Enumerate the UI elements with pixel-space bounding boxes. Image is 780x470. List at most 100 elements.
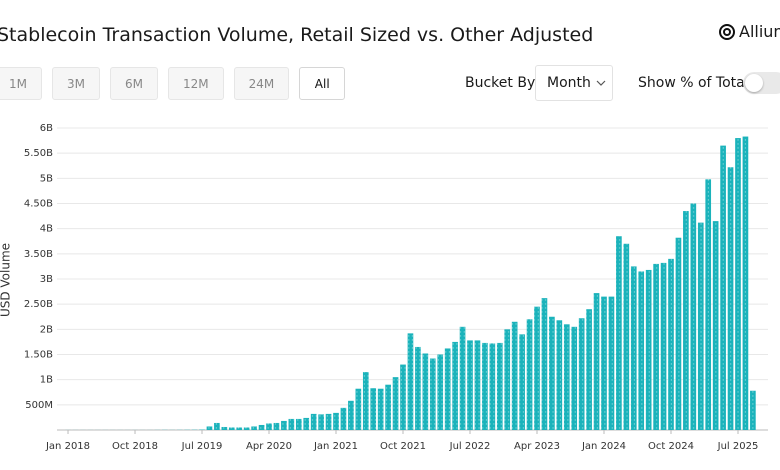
y-tick-label: 500M bbox=[25, 400, 53, 411]
bar bbox=[258, 424, 265, 430]
bar bbox=[288, 418, 295, 430]
toggle[interactable] bbox=[743, 72, 780, 94]
bar bbox=[377, 388, 384, 430]
x-tick-label: Jul 2025 bbox=[717, 441, 759, 452]
y-axis-label: USD Volume bbox=[0, 243, 13, 317]
bar bbox=[281, 420, 287, 430]
bar bbox=[601, 296, 607, 430]
bar bbox=[407, 333, 414, 430]
bar bbox=[742, 136, 749, 430]
bar bbox=[571, 326, 578, 430]
bar bbox=[333, 412, 339, 430]
bar bbox=[392, 377, 399, 430]
y-tick-label: 5.50B bbox=[24, 148, 53, 159]
bucket-label: Bucket By bbox=[465, 75, 536, 91]
bar bbox=[705, 179, 712, 430]
bar bbox=[444, 348, 451, 430]
chart-title: Stablecoin Transaction Volume, Retail Si… bbox=[0, 24, 594, 46]
bar bbox=[348, 400, 354, 430]
bar bbox=[735, 138, 741, 431]
bar bbox=[310, 413, 317, 430]
range-button[interactable]: All bbox=[299, 67, 346, 100]
bar bbox=[608, 296, 615, 430]
x-tick-label: Jan 2021 bbox=[313, 441, 358, 452]
bar bbox=[697, 222, 704, 430]
y-tick-label: 3.50B bbox=[24, 249, 53, 260]
bar bbox=[720, 145, 726, 430]
brand-name: Allium bbox=[739, 22, 780, 41]
x-tick-label: Oct 2018 bbox=[112, 441, 158, 452]
bar bbox=[221, 426, 228, 430]
bar bbox=[474, 340, 481, 430]
bar bbox=[645, 269, 652, 430]
bar bbox=[340, 407, 347, 430]
range-button[interactable]: 1M bbox=[0, 67, 42, 100]
bar bbox=[400, 364, 406, 430]
y-tick-label: 4B bbox=[40, 224, 53, 235]
bar bbox=[727, 167, 734, 430]
bar bbox=[206, 426, 213, 430]
bar bbox=[593, 293, 600, 430]
bar bbox=[526, 319, 533, 430]
y-tick-label: 2.50B bbox=[24, 299, 53, 310]
x-tick-label: Apr 2020 bbox=[246, 441, 292, 452]
range-button[interactable]: 24M bbox=[233, 67, 290, 100]
bar bbox=[303, 417, 310, 430]
bar bbox=[668, 258, 674, 430]
dropdown-caret bbox=[596, 80, 606, 86]
bar bbox=[504, 329, 511, 430]
bar bbox=[370, 388, 377, 430]
bar bbox=[437, 354, 444, 430]
bar bbox=[362, 372, 369, 430]
y-tick-label: 1.50B bbox=[24, 350, 53, 361]
bar bbox=[541, 298, 548, 430]
x-tick-label: Jan 2018 bbox=[45, 441, 90, 452]
bar bbox=[236, 427, 243, 430]
bar bbox=[266, 423, 272, 430]
brand: Allium bbox=[718, 22, 780, 41]
bucket-dropdown[interactable]: Month bbox=[535, 65, 613, 101]
bar bbox=[496, 342, 503, 430]
bucket-value: Month bbox=[547, 75, 591, 91]
bar bbox=[712, 221, 719, 430]
bar bbox=[660, 262, 667, 430]
bar bbox=[630, 266, 637, 430]
toggle-label: Show % of Total bbox=[638, 75, 749, 91]
bar bbox=[214, 422, 220, 430]
bar bbox=[556, 320, 563, 430]
range-button[interactable]: 12M bbox=[168, 67, 224, 100]
x-tick-label: Jul 2022 bbox=[449, 441, 491, 452]
y-tick-label: 1B bbox=[40, 375, 53, 386]
bar bbox=[623, 243, 630, 430]
bar bbox=[228, 427, 235, 430]
bar bbox=[586, 309, 592, 430]
y-tick-label: 5B bbox=[40, 173, 53, 184]
bar bbox=[690, 203, 697, 430]
bar bbox=[616, 236, 622, 430]
bar bbox=[243, 427, 250, 430]
x-tick-label: Oct 2024 bbox=[648, 441, 694, 452]
bar bbox=[511, 321, 518, 430]
bar bbox=[429, 358, 436, 430]
bar bbox=[534, 306, 540, 430]
y-tick-label: 2B bbox=[40, 324, 53, 335]
bar bbox=[563, 324, 570, 430]
x-tick-label: Jan 2024 bbox=[581, 441, 626, 452]
bar bbox=[385, 384, 391, 430]
range-buttons: 1M 3M 6M 12M 24M All bbox=[0, 67, 346, 100]
range-button[interactable]: 6M bbox=[110, 67, 158, 100]
bar bbox=[549, 316, 555, 430]
x-tick-label: Oct 2021 bbox=[380, 441, 426, 452]
bar bbox=[489, 343, 496, 430]
bar bbox=[750, 390, 756, 430]
bar bbox=[578, 318, 585, 430]
range-button[interactable]: 3M bbox=[52, 67, 100, 100]
bar bbox=[467, 340, 473, 430]
brand-icon bbox=[719, 23, 735, 40]
x-tick-label: Apr 2023 bbox=[514, 441, 560, 452]
bar bbox=[325, 413, 332, 430]
chart: USD Volume 500M 1B 1.50B 2B 2.50B 3B 3.50B 4B 4.… bbox=[0, 123, 768, 452]
bar bbox=[318, 414, 324, 430]
bar bbox=[452, 341, 458, 430]
